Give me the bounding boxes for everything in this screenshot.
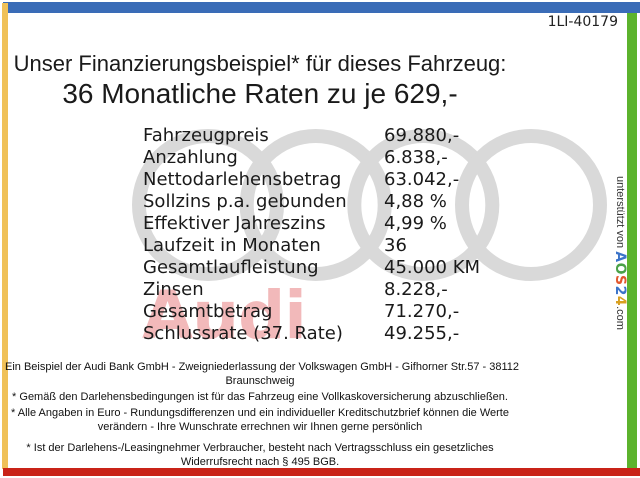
- row-label: Nettodarlehensbetrag: [143, 169, 342, 190]
- footnotes: Ein Beispiel der Audi Bank GmbH - Zweign…: [5, 360, 519, 469]
- footnote-paragraph: * Alle Angaben in Euro - Rundungsdiffere…: [11, 407, 509, 433]
- footnote-paragraph: * Gemäß den Darlehensbedingungen ist für…: [12, 391, 508, 403]
- row-label: Fahrzeugpreis: [143, 125, 269, 146]
- aos24-logo: AOS24: [612, 251, 628, 306]
- aos24-domain-suffix: .com: [614, 306, 626, 330]
- top-border-bar: [3, 2, 640, 13]
- title-block: Unser Finanzierungsbeispiel* für dieses …: [0, 49, 520, 110]
- row-label: Sollzins p.a. gebunden: [143, 191, 347, 212]
- audi-logotype-watermark: Audi: [142, 277, 307, 354]
- table-row: Fahrzeugpreis 69.880,-: [143, 125, 480, 147]
- footnote-paragraph: * Ist der Darlehens-/Leasingnehmer Verbr…: [26, 442, 494, 468]
- row-value: 69.880,-: [384, 125, 460, 146]
- brand-letter: O: [612, 262, 628, 275]
- footnote-paragraph: Ein Beispiel der Audi Bank GmbH - Zweign…: [5, 361, 519, 387]
- brand-letter: 2: [612, 285, 628, 296]
- row-label: Anzahlung: [143, 147, 238, 168]
- audi-rings-icon: [132, 129, 607, 281]
- row-value: 6.838,-: [384, 147, 448, 168]
- table-row: Laufzeit in Monaten 36: [143, 235, 480, 257]
- left-border-bar: [2, 3, 8, 469]
- brand-letter: A: [612, 251, 628, 263]
- row-value: 4,88 %: [384, 191, 447, 212]
- row-value: 71.270,-: [384, 301, 460, 322]
- table-row: Gesamtlaufleistung 45.000 KM: [143, 257, 480, 279]
- row-label: Schlussrate (37. Rate): [143, 323, 343, 344]
- row-label: Effektiver Jahreszins: [143, 213, 326, 234]
- supported-by-label: unterstützt von: [614, 176, 626, 252]
- row-value: 49.255,-: [384, 323, 460, 344]
- table-row: Schlussrate (37. Rate) 49.255,-: [143, 323, 480, 345]
- bottom-border-bar: [3, 468, 640, 476]
- table-row: Sollzins p.a. gebunden 4,88 %: [143, 191, 480, 213]
- reference-number: 1LI-40179: [547, 14, 618, 30]
- table-row: Gesamtbetrag 71.270,-: [143, 301, 480, 323]
- table-row: Zinsen 8.228,-: [143, 279, 480, 301]
- table-row: Anzahlung 6.838,-: [143, 147, 480, 169]
- row-value: 63.042,-: [384, 169, 460, 190]
- row-value: 8.228,-: [384, 279, 448, 300]
- brand-letter: S: [612, 274, 628, 286]
- row-value: 4,99 %: [384, 213, 447, 234]
- brand-letter: 4: [612, 295, 628, 307]
- table-row: Effektiver Jahreszins 4,99 %: [143, 213, 480, 235]
- row-label: Gesamtlaufleistung: [143, 257, 319, 278]
- sidebar-credit: unterstützt von AOS24.com: [612, 176, 628, 330]
- row-label: Laufzeit in Monaten: [143, 235, 321, 256]
- page-subtitle: 36 Monatliche Raten zu je 629,-: [62, 78, 458, 109]
- row-value: 36: [384, 235, 407, 256]
- row-label: Zinsen: [143, 279, 204, 300]
- table-row: Nettodarlehensbetrag 63.042,-: [143, 169, 480, 191]
- row-label: Gesamtbetrag: [143, 301, 273, 322]
- right-border-bar: [627, 13, 637, 468]
- row-value: 45.000 KM: [384, 257, 481, 278]
- financing-table: Fahrzeugpreis 69.880,- Anzahlung 6.838,- Net…: [143, 125, 480, 345]
- page-title: Unser Finanzierungsbeispiel* für dieses …: [13, 51, 507, 76]
